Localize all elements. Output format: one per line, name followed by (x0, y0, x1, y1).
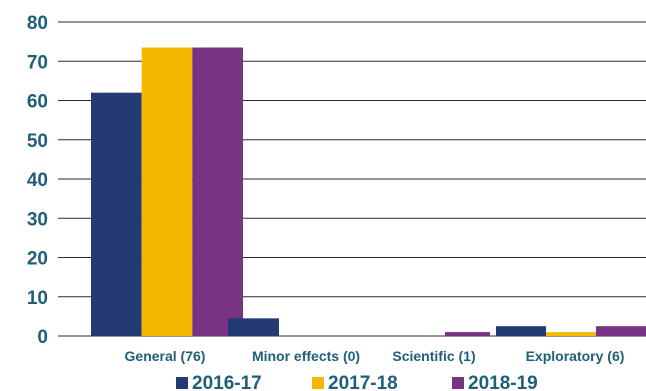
y-tick-label: 10 (27, 288, 48, 309)
bar-2018-19-3 (596, 326, 646, 336)
bar-2016-17-1 (228, 318, 279, 336)
legend-label: 2016-17 (192, 373, 262, 391)
bar-2016-17-0 (91, 92, 142, 337)
y-tick-label: 70 (27, 52, 48, 73)
y-tick-label: 80 (27, 13, 48, 34)
x-axis: General (76) Minor effects (0) Scientific … (125, 348, 625, 364)
bar-2018-19-2 (445, 332, 490, 336)
legend-swatch-2018-19 (452, 377, 464, 389)
x-tick-label: Scientific (1) (392, 348, 475, 364)
y-tick-label: 20 (27, 249, 48, 270)
bar-2017-18-3 (546, 332, 596, 336)
bars (91, 47, 646, 337)
y-tick-label: 50 (27, 131, 48, 152)
bar-2017-18-0 (141, 47, 193, 336)
x-tick-label: Exploratory (6) (526, 348, 625, 364)
legend-label: 2017-18 (328, 373, 398, 391)
legend: 2016-17 2017-18 2018-19 (176, 373, 538, 391)
legend-swatch-2016-17 (176, 377, 188, 389)
bar-2018-19-0 (192, 47, 243, 336)
x-tick-label: Minor effects (0) (252, 348, 360, 364)
y-tick-label: 30 (27, 209, 48, 230)
bar-2016-17-3 (496, 326, 546, 336)
legend-swatch-2017-18 (312, 377, 324, 389)
y-axis: 0 10 20 30 40 50 60 70 80 (27, 13, 48, 348)
x-tick-label: General (76) (125, 348, 206, 364)
y-tick-label: 40 (27, 170, 48, 191)
y-tick-label: 0 (37, 327, 48, 348)
y-tick-label: 60 (27, 92, 48, 113)
legend-label: 2018-19 (468, 373, 538, 391)
